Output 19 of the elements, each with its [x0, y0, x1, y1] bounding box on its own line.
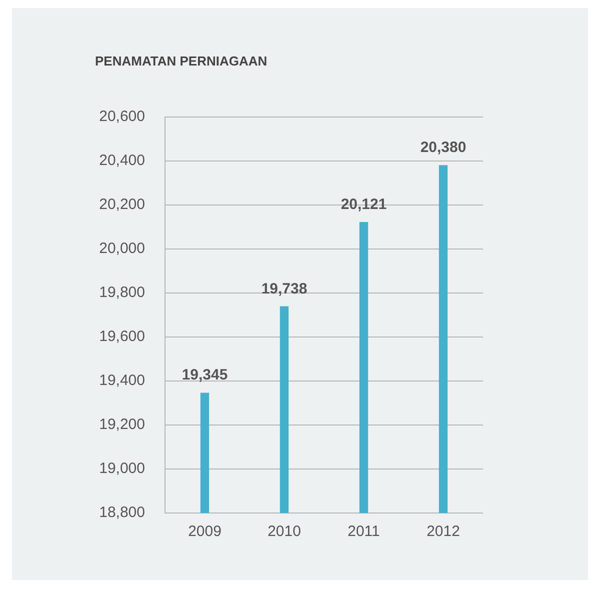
data-label: 20,380 — [420, 139, 466, 156]
x-tick-label: 2011 — [348, 523, 380, 540]
data-label: 19,345 — [182, 366, 228, 384]
y-tick-label: 20,000 — [99, 240, 145, 258]
y-tick-label: 18,800 — [99, 504, 145, 522]
x-tick-label: 2012 — [426, 523, 460, 540]
x-tick-label: 2010 — [268, 523, 301, 540]
y-tick-label: 19,400 — [99, 372, 145, 390]
data-label: 20,121 — [340, 196, 387, 214]
data-label: 19,738 — [261, 280, 308, 298]
y-tick-label: 20,200 — [99, 196, 145, 214]
chart-title: PENAMATAN PERNIAGAAN — [95, 54, 268, 69]
x-tick-label: 2009 — [188, 523, 222, 540]
y-tick-label: 20,400 — [99, 152, 145, 170]
y-tick-label: 19,200 — [99, 416, 145, 434]
y-tick-label: 19,600 — [99, 328, 145, 346]
y-tick-label: 19,800 — [99, 284, 145, 302]
y-tick-label: 19,000 — [99, 460, 145, 478]
y-tick-label: 20,600 — [99, 108, 145, 126]
